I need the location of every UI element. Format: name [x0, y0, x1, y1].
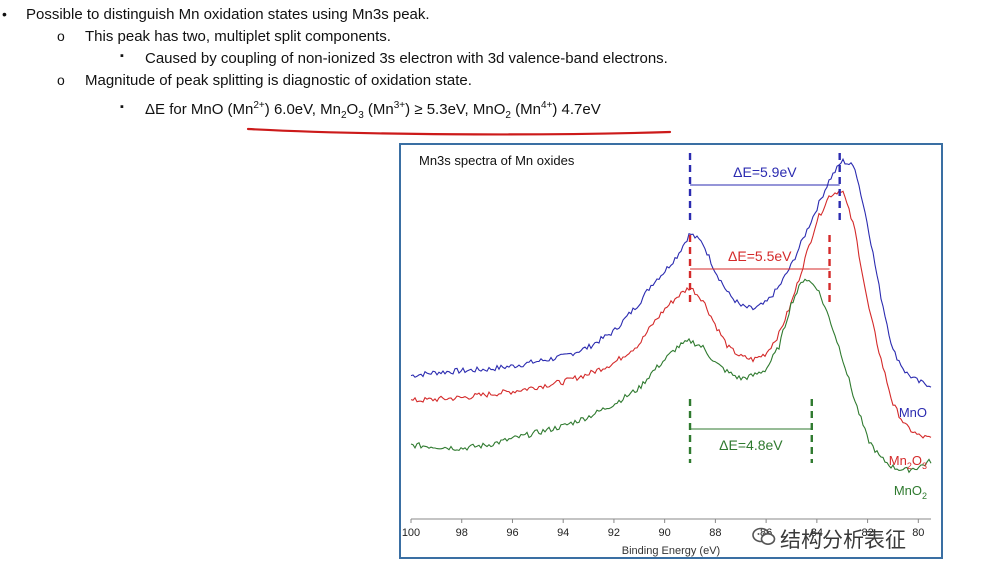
delta-e-label: ΔE=5.5eV: [728, 248, 792, 264]
formula-sup: 3+: [393, 100, 406, 111]
delta-e-label: ΔE=4.8eV: [719, 437, 783, 453]
formula-line: ΔE for MnO (Mn2+) 6.0eV, Mn2O3 (Mn3+) ≥ …: [145, 100, 601, 121]
bullet-text-4: Magnitude of peak splitting is diagnosti…: [85, 72, 472, 89]
x-tick-label: 94: [557, 527, 569, 539]
series-line-mno: [410, 157, 932, 388]
x-tick-label: 88: [709, 527, 721, 539]
formula-sup: 2+: [253, 100, 265, 111]
formula-sub: 2: [340, 110, 347, 121]
delta-e-label: ΔE=5.9eV: [733, 164, 797, 180]
formula-part: (Mn: [510, 101, 541, 118]
series-label-mn2o3: Mn2O3: [889, 453, 927, 471]
formula-sub: 2: [505, 110, 511, 121]
x-tick-label: 98: [456, 527, 468, 539]
chart-figure: Mn3s spectra of Mn oxides MnO Mn2O3 MnO2 Δ…: [399, 143, 943, 559]
formula-part: (Mn: [363, 101, 394, 118]
x-tick-label: 80: [912, 527, 924, 539]
bullet-marker-5: ▪: [120, 101, 124, 113]
series-line-mno2: [410, 278, 932, 474]
x-tick-label: 100: [402, 527, 420, 539]
bullet-marker-3: ▪: [120, 50, 124, 62]
chart-title: Mn3s spectra of Mn oxides: [419, 153, 575, 168]
bullet-marker-1: •: [2, 6, 7, 22]
formula-part: ) 6.0eV, Mn: [264, 101, 341, 118]
x-tick-label: 96: [506, 527, 518, 539]
mn3s-spectra-chart: Mn3s spectra of Mn oxides MnO Mn2O3 MnO2 Δ…: [402, 153, 932, 557]
series-line-mn2o3: [410, 189, 932, 439]
formula-sub: 3: [358, 110, 364, 121]
series-label-mno2: MnO2: [894, 483, 927, 501]
formula-sup: 4+: [540, 100, 553, 111]
bullet-text-1: Possible to distinguish Mn oxidation sta…: [26, 6, 430, 23]
formula-part: O: [346, 101, 359, 118]
x-tick-label: 92: [608, 527, 620, 539]
bullet-marker-2: o: [57, 28, 65, 44]
x-tick-label: 82: [861, 527, 873, 539]
bullet-text-2: This peak has two, multiplet split compo…: [85, 28, 391, 45]
hand-drawn-underline: [246, 127, 672, 136]
formula-part: ) ≥ 5.3eV, MnO: [405, 101, 506, 118]
series-label-mno: MnO: [899, 405, 927, 420]
x-tick-label: 84: [811, 527, 823, 539]
bullet-text-3: Caused by coupling of non-ionized 3s ele…: [145, 50, 668, 67]
formula-part: ΔE for MnO (Mn: [145, 101, 254, 118]
watermark-text: 结构分析表征: [780, 528, 906, 552]
x-axis-label: Binding Energy (eV): [622, 545, 720, 557]
wechat-icon: [752, 527, 776, 545]
x-tick-label: 90: [659, 527, 671, 539]
formula-part: ) 4.7eV: [552, 101, 601, 118]
bullet-marker-4: o: [57, 72, 65, 88]
